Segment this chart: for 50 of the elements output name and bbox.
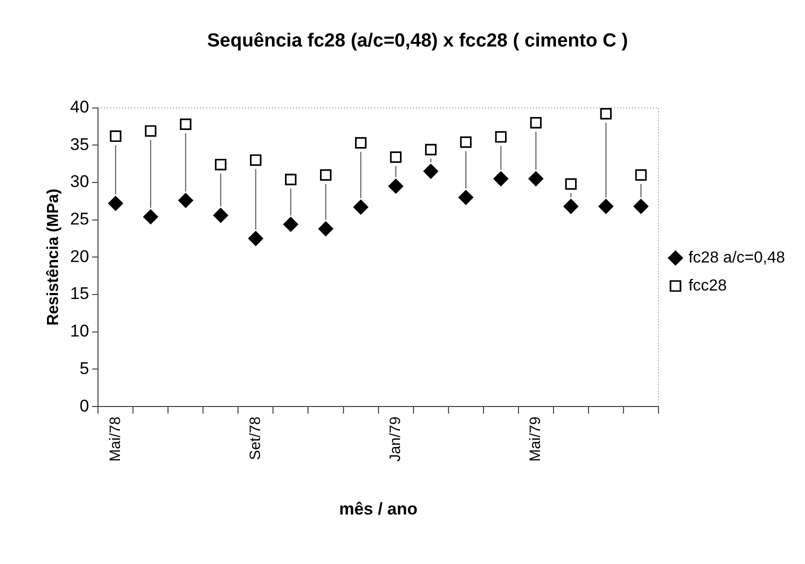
y-axis-title: Resistência (MPa) — [45, 188, 62, 326]
point — [108, 196, 124, 211]
x-tick-label: Mai/78 — [106, 416, 124, 462]
y-tick-label: 0 — [80, 396, 90, 416]
point — [425, 144, 437, 156]
point — [495, 131, 507, 143]
point — [528, 171, 544, 186]
point — [353, 200, 368, 215]
y-tick-label: 25 — [70, 210, 90, 229]
point — [110, 130, 122, 142]
legend-label: fcc28 — [688, 277, 727, 294]
point — [143, 209, 158, 224]
y-tick-label: 40 — [70, 97, 90, 116]
point — [284, 174, 296, 186]
point — [178, 192, 194, 208]
point — [283, 216, 298, 232]
x-tick-label: Set/78 — [246, 416, 264, 460]
point — [530, 116, 542, 128]
x-tick-label: Mai/79 — [527, 416, 544, 462]
point — [390, 151, 402, 163]
x-tick-label: Jan/79 — [386, 416, 404, 462]
legend-label: fc28 a/c=0,48 — [688, 249, 786, 266]
point — [460, 136, 472, 148]
point — [213, 208, 228, 223]
y-tick-label: 5 — [80, 358, 90, 378]
point — [493, 171, 508, 186]
y-tick-label: 35 — [70, 134, 90, 154]
y-tick-label: 30 — [70, 172, 90, 192]
point — [563, 198, 578, 214]
point — [320, 169, 332, 181]
point — [355, 137, 367, 149]
point — [318, 221, 334, 236]
y-tick-label: 20 — [70, 246, 90, 266]
point — [214, 158, 226, 170]
point — [598, 198, 614, 214]
point — [248, 231, 264, 246]
y-tick-label: 15 — [70, 284, 90, 304]
point — [635, 169, 647, 181]
point — [388, 178, 404, 194]
point — [565, 178, 577, 190]
y-tick-label: 10 — [70, 322, 90, 341]
x-axis-title: mês / ano — [339, 499, 418, 518]
point — [144, 125, 156, 137]
point — [180, 118, 192, 130]
point — [458, 190, 474, 205]
point — [250, 154, 262, 166]
point — [600, 108, 612, 120]
point — [423, 164, 438, 179]
chart-title: Sequência fc28 (a/c=0,48) x fcc28 ( cimento C ) — [207, 30, 628, 52]
point — [633, 198, 648, 214]
